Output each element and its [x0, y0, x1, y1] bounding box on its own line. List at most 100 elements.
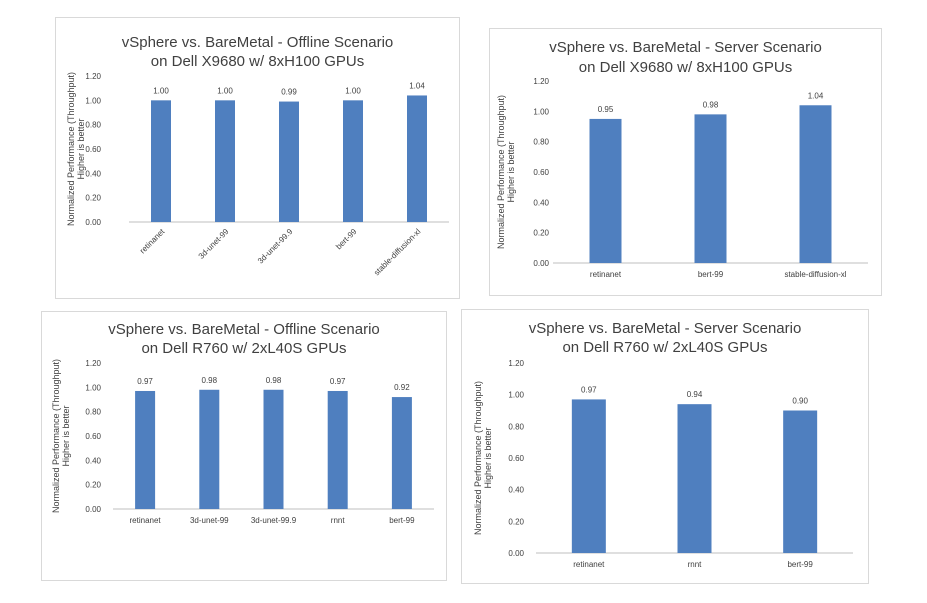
y-tick-label: 0.80 [85, 408, 101, 417]
chart-title-line: on Dell X9680 w/ 8xH100 GPUs [151, 53, 364, 70]
y-tick-label: 0.20 [533, 229, 549, 238]
chart-panel-offline-x9680: vSphere vs. BareMetal - Offline Scenario… [55, 17, 460, 299]
chart-title-line: on Dell R760 w/ 2xL40S GPUs [562, 339, 767, 356]
bar [215, 100, 235, 222]
y-tick-label: 0.20 [85, 194, 101, 203]
data-label: 0.94 [687, 390, 703, 399]
data-label: 0.97 [330, 377, 346, 386]
bar [783, 410, 818, 553]
y-tick-label: 1.00 [508, 391, 524, 400]
x-category-label: stable-diffusion-xl [784, 270, 846, 279]
y-tick-label: 0.40 [85, 456, 101, 465]
x-category-label: stable-diffusion-xl [372, 227, 422, 277]
bar [199, 389, 220, 509]
y-tick-label: 0.80 [533, 138, 549, 147]
x-category-label: retinanet [130, 516, 162, 525]
bar [571, 399, 606, 553]
y-tick-label: 1.20 [508, 359, 524, 368]
x-category-label: rnnt [688, 560, 703, 569]
y-tick-label: 1.20 [85, 359, 101, 368]
bar [391, 397, 412, 509]
y-axis-label-line: Normalized Performance (Throughput) [473, 381, 483, 535]
data-label: 1.00 [153, 86, 169, 95]
bar [279, 101, 299, 222]
y-tick-label: 0.40 [508, 486, 524, 495]
y-axis-label-line: Higher is better [76, 118, 86, 179]
bar [694, 114, 727, 263]
chart-title-line: on Dell R760 w/ 2xL40S GPUs [141, 340, 346, 357]
y-tick-label: 0.60 [508, 454, 524, 463]
chart-svg: vSphere vs. BareMetal - Server Scenario o… [496, 39, 868, 279]
data-label: 0.97 [581, 385, 597, 394]
chart-panel-server-x9680: vSphere vs. BareMetal - Server Scenario o… [489, 28, 882, 296]
chart-title-line: vSphere vs. BareMetal - Offline Scenario [108, 321, 380, 338]
data-label: 0.99 [281, 88, 297, 97]
bar [407, 95, 427, 222]
x-category-label: rnnt [331, 516, 346, 525]
y-tick-label: 1.20 [533, 77, 549, 86]
y-tick-label: 0.00 [85, 505, 101, 514]
data-label: 0.97 [137, 377, 153, 386]
y-tick-label: 0.00 [85, 218, 101, 227]
x-category-label: 3d-unet-99 [197, 227, 231, 261]
y-axis-label-line: Normalized Performance (Throughput) [66, 72, 76, 226]
y-tick-label: 0.20 [508, 517, 524, 526]
bar [343, 100, 363, 222]
x-category-label: retinanet [138, 227, 167, 256]
chart-title-line: vSphere vs. BareMetal - Server Scenario [529, 320, 802, 337]
chart-panel-server-r760: vSphere vs. BareMetal - Server Scenario o… [461, 309, 869, 584]
y-tick-label: 1.00 [533, 107, 549, 116]
y-tick-label: 0.60 [85, 432, 101, 441]
chart-svg: vSphere vs. BareMetal - Offline Scenario… [66, 34, 449, 277]
data-label: 0.98 [703, 100, 719, 109]
x-category-label: 3d-unet-99.9 [251, 516, 297, 525]
data-label: 0.95 [598, 105, 614, 114]
data-label: 0.90 [792, 397, 808, 406]
bar [799, 105, 832, 264]
chart-title-line: vSphere vs. BareMetal - Offline Scenario [122, 34, 394, 51]
chart-title-line: vSphere vs. BareMetal - Server Scenario [549, 39, 822, 56]
bar [327, 390, 348, 509]
chart-panel-offline-r760: vSphere vs. BareMetal - Offline Scenario… [41, 311, 447, 581]
x-category-label: bert-99 [698, 270, 724, 279]
bar [135, 390, 156, 509]
chart-svg: vSphere vs. BareMetal - Offline Scenario… [51, 321, 434, 525]
x-category-label: bert-99 [389, 516, 415, 525]
y-tick-label: 0.60 [85, 145, 101, 154]
data-label: 1.00 [217, 86, 233, 95]
y-tick-label: 0.60 [533, 168, 549, 177]
y-tick-label: 0.20 [85, 481, 101, 490]
y-tick-label: 1.20 [85, 72, 101, 81]
y-axis-label-line: Higher is better [61, 405, 71, 466]
y-tick-label: 1.00 [85, 96, 101, 105]
y-tick-label: 0.40 [85, 169, 101, 178]
chart-title-line: on Dell X9680 w/ 8xH100 GPUs [579, 59, 792, 76]
x-category-label: retinanet [590, 270, 622, 279]
y-tick-label: 0.40 [533, 198, 549, 207]
data-label: 0.92 [394, 383, 410, 392]
x-category-label: 3d-unet-99 [190, 516, 229, 525]
data-label: 1.00 [345, 86, 361, 95]
y-tick-label: 0.80 [508, 422, 524, 431]
y-tick-label: 0.00 [508, 549, 524, 558]
bar [677, 404, 712, 553]
bar [151, 100, 171, 222]
bar [589, 118, 622, 264]
y-axis-label-line: Higher is better [506, 141, 516, 202]
x-category-label: 3d-unet-99.9 [256, 227, 295, 266]
y-axis-label-line: Higher is better [483, 427, 493, 488]
data-label: 1.04 [409, 81, 425, 90]
x-category-label: retinanet [573, 560, 605, 569]
data-label: 0.98 [202, 376, 218, 385]
y-axis-label-line: Normalized Performance (Throughput) [51, 359, 61, 513]
y-tick-label: 0.00 [533, 259, 549, 268]
y-tick-label: 1.00 [85, 383, 101, 392]
x-category-label: bert-99 [787, 560, 813, 569]
y-axis-label-line: Normalized Performance (Throughput) [496, 95, 506, 249]
data-label: 0.98 [266, 376, 282, 385]
chart-svg: vSphere vs. BareMetal - Server Scenario o… [473, 320, 853, 569]
data-label: 1.04 [808, 91, 824, 100]
bar [263, 389, 284, 509]
y-tick-label: 0.80 [85, 121, 101, 130]
x-category-label: bert-99 [334, 227, 359, 252]
